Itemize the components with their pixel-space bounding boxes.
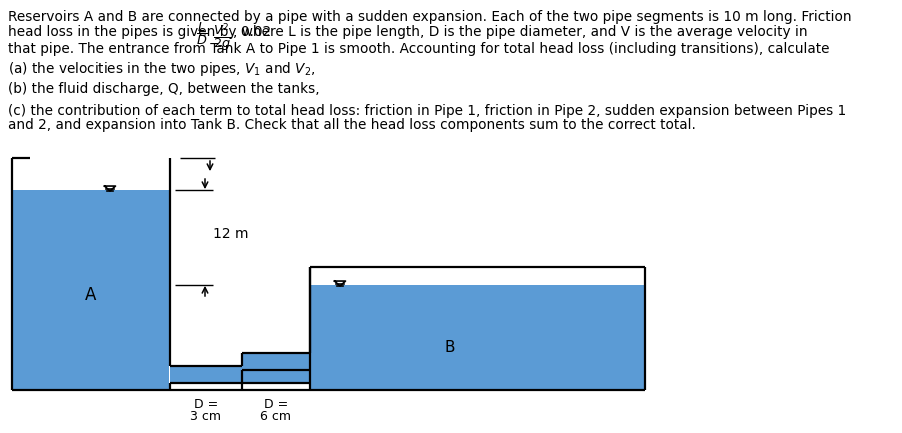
Text: and 2, and expansion into Tank B. Check that all the head loss components sum to: and 2, and expansion into Tank B. Check … [8, 118, 695, 132]
Bar [13, 190, 169, 390]
Text: Reservoirs A and B are connected by a pipe with a sudden expansion. Each of the : Reservoirs A and B are connected by a pi… [8, 10, 851, 24]
Bar [310, 285, 643, 390]
Text: 6 cm: 6 cm [260, 410, 291, 423]
Text: $\dfrac{L}{D}$: $\dfrac{L}{D}$ [196, 21, 207, 47]
Bar [242, 353, 309, 383]
Text: D =: D = [194, 398, 218, 411]
Bar [170, 366, 242, 383]
Text: (a) the velocities in the two pipes, $V_1$ and $V_2$,: (a) the velocities in the two pipes, $V_… [8, 60, 315, 78]
Text: (b) the fluid discharge, Q, between the tanks,: (b) the fluid discharge, Q, between the … [8, 82, 319, 96]
Text: head loss in the pipes is given by 0.02: head loss in the pipes is given by 0.02 [8, 25, 271, 39]
Text: 12 m: 12 m [213, 226, 248, 240]
Text: 3 cm: 3 cm [190, 410, 221, 423]
Text: A: A [85, 286, 97, 304]
Text: , where L is the pipe length, D is the pipe diameter, and V is the average veloc: , where L is the pipe length, D is the p… [233, 25, 806, 39]
Text: $\dfrac{V^2}{2g}$: $\dfrac{V^2}{2g}$ [213, 21, 231, 54]
Text: D =: D = [263, 398, 288, 411]
Text: (c) the contribution of each term to total head loss: friction in Pipe 1, fricti: (c) the contribution of each term to tot… [8, 104, 845, 118]
Text: that pipe. The entrance from Tank A to Pipe 1 is smooth. Accounting for total he: that pipe. The entrance from Tank A to P… [8, 42, 829, 56]
Text: B: B [445, 340, 455, 355]
